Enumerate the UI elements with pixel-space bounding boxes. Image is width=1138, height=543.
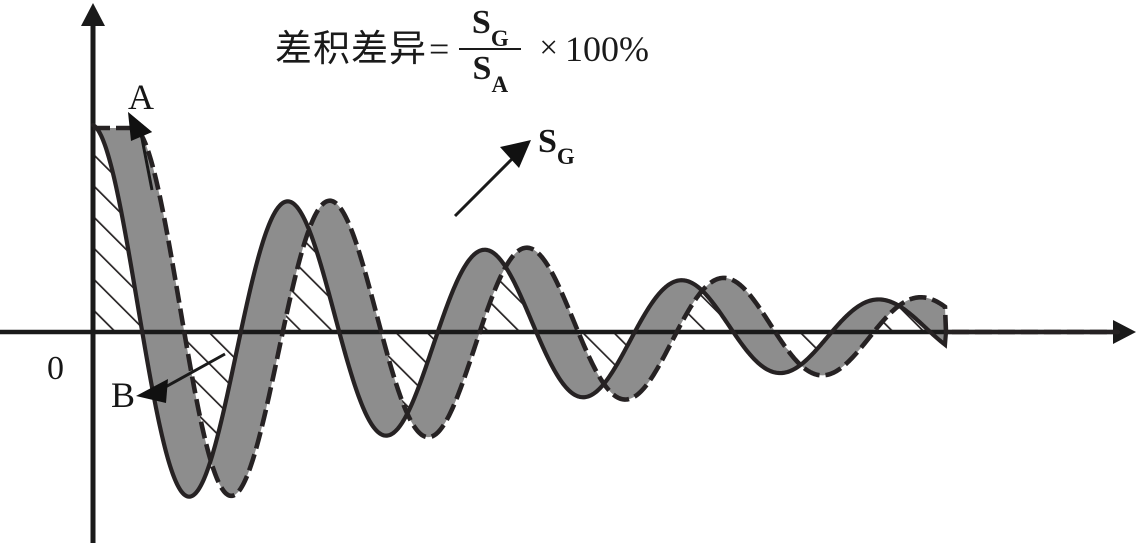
numerator-symbol: S	[471, 4, 491, 41]
x-axis-arrowhead	[1113, 320, 1136, 344]
formula-multiply-sign: ×	[539, 30, 558, 67]
formula-fraction: SG SA	[459, 4, 522, 97]
numerator-subscript: G	[490, 25, 509, 51]
denominator-symbol: S	[472, 50, 492, 88]
formula-expression: 差积差异 = SG SA × 100%	[275, 4, 649, 97]
curve-a-solid	[90, 122, 1121, 499]
formula-equals: =	[429, 28, 450, 69]
y-axis-arrowhead	[81, 3, 105, 26]
origin-label: 0	[47, 350, 64, 387]
gray-band-sg	[93, 125, 1118, 497]
denominator-subscript: A	[491, 71, 509, 97]
sg-area-label: SG	[538, 123, 575, 168]
fraction-denominator: SA	[467, 50, 515, 97]
annotation-b	[136, 352, 226, 403]
fraction-bar	[459, 47, 522, 51]
formula-percent-value: 100%	[564, 28, 649, 69]
fraction-numerator: SG	[466, 4, 515, 51]
annotation-sg	[453, 140, 531, 218]
formula-label-cjk: 差积差异	[275, 27, 427, 71]
curve-a-label: A	[128, 77, 154, 117]
sg-symbol: S	[538, 123, 557, 160]
curve-b-dashed	[93, 125, 1118, 499]
curve-b-label: B	[111, 375, 136, 415]
annotation-a	[128, 112, 154, 191]
sg-subscript: G	[556, 143, 575, 169]
